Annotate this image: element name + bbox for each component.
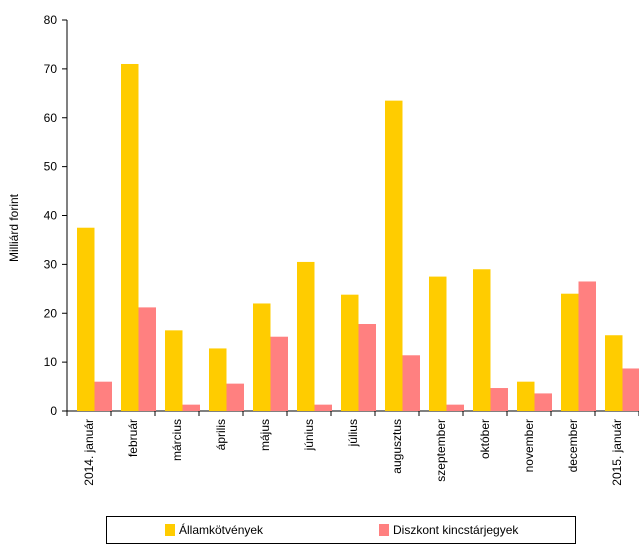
legend-label-series-1: Államkötvények bbox=[179, 523, 264, 537]
y-tick-label: 10 bbox=[44, 355, 58, 369]
bar-series-1 bbox=[605, 335, 623, 411]
bar-series-1 bbox=[297, 261, 315, 411]
bar-series-2 bbox=[622, 368, 639, 411]
legend-label-series-2: Diszkont kincstárjegyek bbox=[393, 523, 519, 537]
bar-series-2 bbox=[358, 324, 376, 411]
x-tick-label: augusztus bbox=[390, 419, 404, 474]
x-tick-label: május bbox=[258, 419, 272, 451]
bar-series-2 bbox=[534, 393, 552, 411]
y-tick-label: 60 bbox=[44, 111, 58, 125]
y-axis-label: Milliárd forint bbox=[7, 193, 21, 262]
x-tick-label: 2014. január bbox=[82, 419, 96, 486]
bar-series-2 bbox=[446, 404, 464, 411]
bar-series-2 bbox=[226, 383, 244, 411]
bar-series-2 bbox=[402, 355, 420, 411]
x-tick-label: március bbox=[170, 419, 184, 461]
legend: Államkötvények Diszkont kincstárjegyek bbox=[106, 516, 576, 544]
x-tick-label: december bbox=[566, 419, 580, 472]
bar-series-1 bbox=[473, 269, 491, 411]
bar-series-1 bbox=[385, 100, 403, 412]
bar-series-2 bbox=[182, 404, 200, 411]
legend-item-series-2: Diszkont kincstárjegyek bbox=[379, 523, 518, 537]
x-tick-label: október bbox=[478, 419, 492, 459]
legend-swatch-series-2 bbox=[379, 524, 389, 536]
bar-series-2 bbox=[578, 281, 596, 411]
legend-swatch-series-1 bbox=[165, 524, 175, 536]
x-tick-label: július bbox=[346, 419, 360, 447]
bar-series-2 bbox=[314, 404, 332, 411]
bar-series-1 bbox=[209, 348, 227, 411]
x-tick-label: április bbox=[214, 419, 228, 450]
bar-series-2 bbox=[270, 336, 288, 411]
bar-series-1 bbox=[517, 381, 535, 411]
bar-series-1 bbox=[121, 63, 139, 412]
bar-series-1 bbox=[561, 293, 579, 411]
bar-series-1 bbox=[429, 276, 447, 411]
x-tick-label: február bbox=[126, 419, 140, 457]
y-tick-label: 0 bbox=[50, 404, 57, 418]
bar-series-2 bbox=[490, 388, 508, 411]
bar-series-1 bbox=[77, 227, 95, 411]
x-tick-label: november bbox=[522, 419, 536, 472]
y-tick-label: 30 bbox=[44, 257, 58, 271]
y-tick-label: 40 bbox=[44, 209, 58, 223]
bar-series-2 bbox=[138, 307, 156, 411]
y-tick-label: 70 bbox=[44, 62, 58, 76]
bars bbox=[77, 63, 639, 412]
x-tick-label: 2015. január bbox=[610, 419, 624, 486]
bar-series-1 bbox=[253, 303, 271, 411]
y-tick-label: 50 bbox=[44, 160, 58, 174]
bar-series-2 bbox=[94, 381, 112, 411]
bar-series-1 bbox=[341, 294, 359, 411]
x-tick-label: június bbox=[302, 419, 316, 451]
y-tick-label: 80 bbox=[44, 13, 58, 27]
legend-item-series-1: Államkötvények bbox=[165, 523, 263, 537]
y-tick-label: 20 bbox=[44, 306, 58, 320]
y-axis: 0 10 20 30 40 50 60 70 80 bbox=[44, 13, 68, 418]
bar-series-1 bbox=[165, 330, 183, 411]
x-tick-label: szeptember bbox=[434, 419, 448, 482]
x-axis: 2014. január február március április május jú… bbox=[66, 410, 639, 486]
